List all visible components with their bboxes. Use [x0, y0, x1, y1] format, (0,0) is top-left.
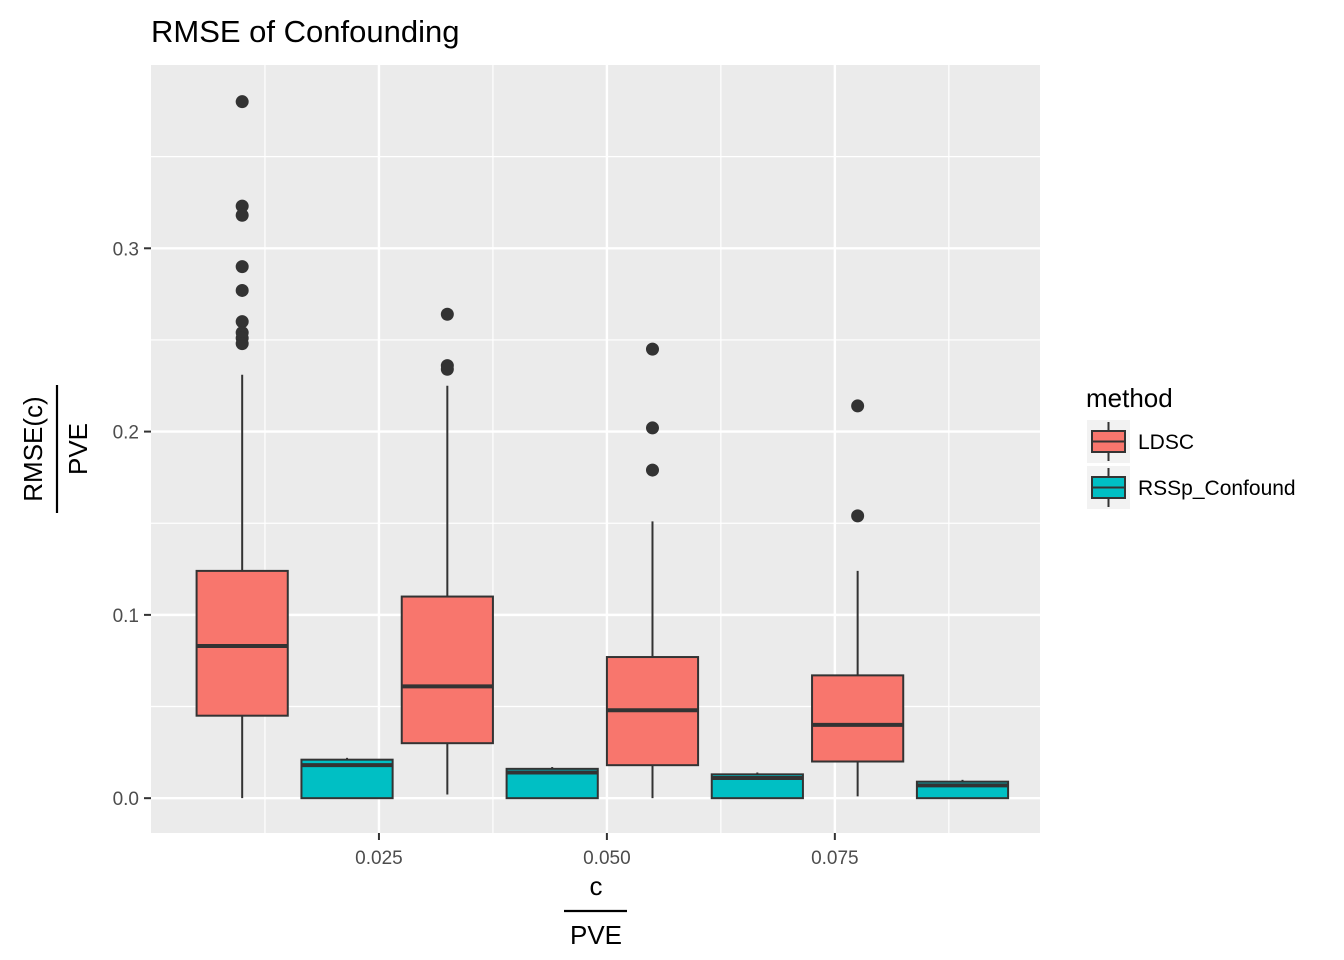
outlier-point: [235, 260, 249, 274]
box-body: [811, 674, 905, 763]
legend-title: method: [1086, 383, 1173, 413]
y-axis: 0.0 0.1 0.2 0.3: [113, 239, 151, 810]
legend-key-ldsc: LDSC: [1087, 420, 1194, 463]
minor-gridlines: [151, 65, 1040, 833]
legend-key-rssp_confound: RSSp_Confound: [1087, 466, 1296, 509]
outlier-point: [645, 421, 659, 435]
y-tick-label: 0.2: [113, 423, 139, 444]
x-tick-label: 0.075: [811, 848, 859, 869]
y-tick-label: 0.0: [113, 789, 139, 810]
x-axis-title-denominator: PVE: [570, 920, 622, 950]
box-rssp_confound: [710, 772, 804, 800]
outlier-point: [851, 399, 865, 413]
outlier-point: [645, 342, 659, 356]
y-tick-label: 0.3: [113, 239, 139, 260]
plot-panel: [151, 65, 1040, 833]
outlier-point: [440, 362, 454, 376]
y-axis-title-numerator: RMSE(c): [18, 396, 48, 501]
outlier-point: [235, 208, 249, 222]
box-rssp_confound: [915, 779, 1010, 800]
chart-title: RMSE of Confounding: [151, 14, 459, 49]
y-tick-label: 0.1: [113, 606, 139, 627]
box-rssp_confound: [300, 757, 394, 800]
outlier-point: [235, 315, 249, 329]
box-ldsc: [811, 399, 905, 797]
outlier-point: [235, 95, 249, 109]
x-axis: 0.025 0.050 0.075: [355, 833, 859, 869]
box-series: [195, 95, 1010, 800]
x-axis-title-numerator: c: [590, 871, 603, 901]
outlier-point: [235, 283, 249, 297]
legend-label: RSSp_Confound: [1138, 477, 1296, 500]
outlier-point: [645, 463, 659, 477]
outlier-point: [851, 509, 865, 523]
box-body: [710, 773, 804, 800]
outlier-point: [235, 337, 249, 351]
box-body: [400, 595, 494, 745]
box-ldsc: [400, 307, 494, 795]
x-tick-label: 0.025: [355, 848, 403, 869]
legend-label: LDSC: [1138, 431, 1194, 454]
legend: method LDSC RSSp_Confound: [1086, 383, 1296, 509]
box-rssp_confound: [505, 767, 599, 800]
box-body: [195, 569, 289, 717]
outlier-point: [440, 307, 454, 321]
y-axis-title: RMSE(c) PVE: [18, 385, 93, 513]
y-axis-title-denominator: PVE: [63, 423, 93, 475]
x-tick-label: 0.050: [583, 848, 631, 869]
x-axis-title: c PVE: [564, 871, 627, 950]
box-ldsc: [195, 95, 289, 799]
outlier-point: [235, 199, 249, 213]
box-ldsc: [605, 342, 700, 799]
